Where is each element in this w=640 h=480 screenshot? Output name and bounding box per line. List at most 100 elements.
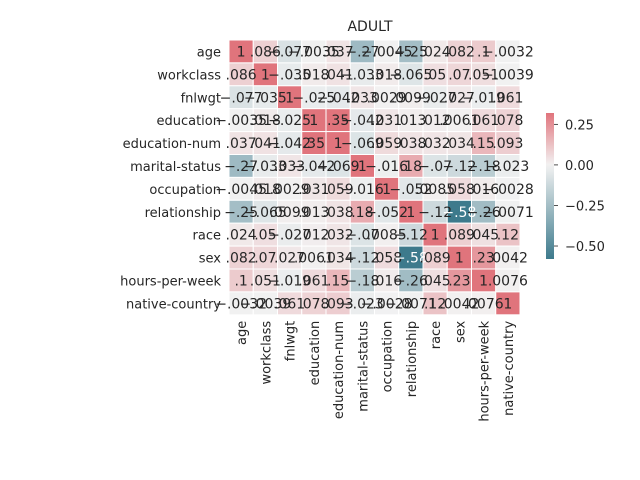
cell-value-label: 1 <box>285 90 294 106</box>
cell-value-label: −.0039 <box>239 296 291 312</box>
cell-value-label: −.027 <box>268 228 311 244</box>
cell-value-label: −.26 <box>467 205 501 221</box>
cell-value-label: .093 <box>492 136 523 152</box>
cell-value-label: −.052 <box>365 205 408 221</box>
cell-value-label: .0061 <box>294 251 334 267</box>
cell-value-label: .0042 <box>488 251 528 267</box>
row-tick-label: education-num <box>123 137 221 152</box>
cell-value-label: −.0035 <box>215 113 267 129</box>
cell-value-label: .051 <box>468 67 499 83</box>
cell-value-label: .012 <box>298 228 329 244</box>
colorbar-tick-label: 0.25 <box>565 118 594 133</box>
cell-value-label: −.027 <box>414 90 457 106</box>
cell-value-label: −.18 <box>345 273 379 289</box>
colorbar-tick-label: −0.50 <box>565 240 605 255</box>
cell-value-label: −.0028 <box>482 182 534 198</box>
cell-value-label: −.0071 <box>482 205 534 221</box>
cell-value-label: −.58 <box>442 205 476 221</box>
heatmap-cell <box>495 291 521 316</box>
cell-value-label: .089 <box>444 228 475 244</box>
column-tick-label: marital-status <box>356 321 371 412</box>
cell-value-label: .013 <box>298 205 329 221</box>
cell-value-label: 1 <box>237 44 246 60</box>
cell-value-label: −.069 <box>317 159 360 175</box>
cell-value-label: .031 <box>371 113 402 129</box>
cell-value-label: −.042 <box>268 136 311 152</box>
cell-value-label: .089 <box>420 251 451 267</box>
cell-value-label: .082 <box>444 44 475 60</box>
column-tick-label: hours-per-week <box>478 320 493 421</box>
column-tick-label: fnlwgt <box>284 321 299 361</box>
heatmap-cells <box>228 39 521 316</box>
cell-value-label: .038 <box>395 136 426 152</box>
cell-value-label: 1 <box>358 159 367 175</box>
cell-value-label: .12 <box>497 228 519 244</box>
cell-value-label: −.033 <box>244 159 287 175</box>
cell-value-label: .018 <box>371 67 402 83</box>
cell-value-label: .35 <box>327 113 349 129</box>
cell-value-label: .0099 <box>270 205 310 221</box>
cell-value-label: −.27 <box>224 159 258 175</box>
cell-value-label: .033 <box>274 159 305 175</box>
cell-value-label: −.065 <box>244 205 287 221</box>
cell-value-label: −.07 <box>345 228 379 244</box>
cell-value-label: 1 <box>261 67 270 83</box>
cell-value-label: .016 <box>371 273 402 289</box>
cell-value-label: −.069 <box>341 136 384 152</box>
cell-value-label: −.26 <box>394 273 428 289</box>
cell-value-label: .0029 <box>367 90 407 106</box>
cell-value-label: .024 <box>420 44 451 60</box>
cell-value-label: .15 <box>472 136 494 152</box>
cell-value-label: −.0032 <box>215 296 267 312</box>
row-tick-label: race <box>193 229 221 244</box>
row-tick-labels: age workclass fnlwgt education education-num… <box>120 45 221 312</box>
colorbar-tick-label: 0.00 <box>565 159 594 174</box>
cell-value-label: .012 <box>420 113 451 129</box>
cell-value-label: −.023 <box>341 296 384 312</box>
cell-value-label: −.042 <box>317 90 360 106</box>
cell-value-label: .016 <box>468 182 499 198</box>
cell-value-label: .013 <box>395 113 426 129</box>
cell-value-label: .031 <box>298 182 329 198</box>
cell-value-label: .0099 <box>391 90 431 106</box>
column-tick-label: age <box>235 321 250 345</box>
cell-value-label: −.12 <box>345 251 379 267</box>
cell-value-label: −.18 <box>467 159 501 175</box>
cell-value-label: 1 <box>431 228 440 244</box>
cell-value-label: 1 <box>479 273 488 289</box>
cell-value-label: .058 <box>444 182 475 198</box>
cell-value-label: .041 <box>323 67 354 83</box>
row-tick-label: marital-status <box>130 160 221 175</box>
chart-title: ADULT <box>347 19 392 35</box>
cell-value-label: .18 <box>400 159 422 175</box>
cell-value-label: −.035 <box>268 67 311 83</box>
cell-value-label: .037 <box>226 136 257 152</box>
cell-value-label: .051 <box>250 273 281 289</box>
cell-value-label: .082 <box>226 251 257 267</box>
cell-value-label: −.077 <box>268 44 311 60</box>
cell-value-label: .05 <box>424 67 446 83</box>
cell-value-label: .18 <box>351 205 373 221</box>
cell-value-label: .018 <box>298 67 329 83</box>
cell-value-label: .032 <box>323 228 354 244</box>
cell-value-label: −.25 <box>224 205 258 221</box>
cell-value-label: .061 <box>298 273 329 289</box>
cell-value-label: 1 <box>455 251 464 267</box>
cell-value-label: .058 <box>371 251 402 267</box>
cell-value-label: .061 <box>492 90 523 106</box>
cell-value-label: −.58 <box>394 251 428 267</box>
cell-value-label: 1 <box>334 136 343 152</box>
column-tick-label: education <box>308 321 323 386</box>
cell-value-label: .0029 <box>270 182 310 198</box>
cell-value-label: .034 <box>323 251 354 267</box>
column-tick-label: occupation <box>381 321 396 393</box>
row-tick-label: sex <box>199 252 222 267</box>
cell-value-label: −.27 <box>345 44 379 60</box>
cell-value-label: −.0028 <box>361 296 413 312</box>
cell-value-label: .037 <box>323 44 354 60</box>
cell-value-label: −.035 <box>244 90 287 106</box>
cell-value-label: .038 <box>323 205 354 221</box>
cell-value-label: −.016 <box>365 159 408 175</box>
cell-value-label: .059 <box>371 136 402 152</box>
